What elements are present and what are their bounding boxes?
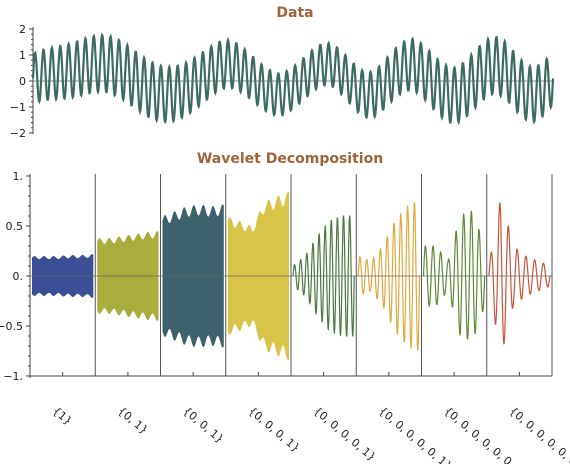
data-chart-title: Data (276, 5, 313, 21)
wavelet-band-7 (422, 174, 488, 376)
data-y-tick-label: −1 (10, 101, 26, 114)
wavelet-category-label: {1} (50, 404, 74, 427)
data-y-tick-label: −2 (10, 127, 26, 140)
wavelet-band-6 (357, 174, 422, 376)
wavelet-category-labels: {1} {0, 1} {0, 0, 1} {0, 0, 0, 1} {0, 0, 0, … (50, 404, 570, 464)
wavelet-category-label: {0, 0, 0, 1} (246, 404, 303, 454)
wavelet-band-4 (227, 174, 292, 376)
wavelet-y-tick-label: 1. (13, 170, 24, 183)
data-series-line (31, 32, 555, 126)
wavelet-category-label: {0, 0, 0, 0, 0, 0, 0} (507, 404, 570, 464)
wavelet-band-1 (32, 174, 96, 376)
wavelet-bands (32, 174, 553, 376)
data-chart-y-ticks: −2 −1 0 1 2 (10, 23, 33, 140)
wavelet-band-line (422, 210, 486, 340)
wavelet-band-8 (488, 174, 553, 376)
wavelet-y-tick-label: −1. (3, 370, 23, 383)
wavelet-y-tick-label: 0.5 (6, 220, 24, 233)
data-y-tick-label: 2 (19, 23, 26, 36)
wavelet-band-5 (292, 174, 357, 376)
wavelet-y-ticks: −1. −0.5 0. 0.5 1. (0, 170, 30, 383)
wavelet-band-3 (162, 174, 227, 376)
wavelet-category-label: {0, 0, 0, 0, 1} (311, 404, 378, 463)
wavelet-band-line (357, 202, 421, 351)
wavelet-y-tick-label: 0. (13, 270, 24, 283)
wavelet-band-2 (97, 174, 161, 376)
wavelet-y-tick-label: −0.5 (0, 320, 23, 333)
data-chart: Data −2 −1 0 1 2 (10, 5, 555, 140)
data-y-tick-label: 1 (19, 49, 26, 62)
wavelet-chart: Wavelet Decomposition −1. −0.5 0. 0.5 1. {1}… (0, 151, 570, 464)
wavelet-category-label: {0, 0, 1} (181, 404, 227, 445)
data-y-tick-label: 0 (19, 75, 26, 88)
wavelet-category-label: {0, 1} (115, 404, 150, 436)
wavelet-chart-title: Wavelet Decomposition (197, 151, 383, 167)
wavelet-band-line (488, 202, 551, 345)
